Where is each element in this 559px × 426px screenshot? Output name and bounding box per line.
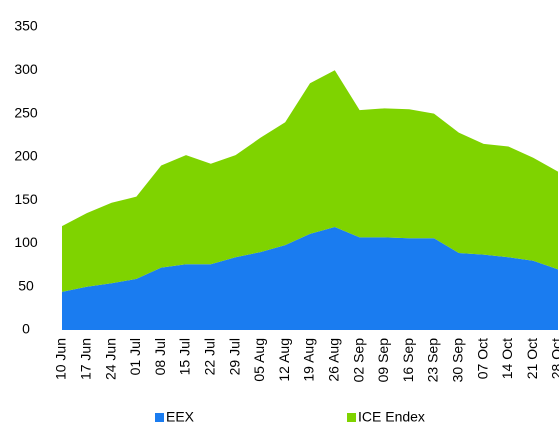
- x-tick-label: 02 Sep: [350, 338, 366, 383]
- x-tick-label: 15 Jul: [177, 338, 193, 375]
- x-tick-label: 21 Oct: [524, 338, 540, 379]
- legend-swatch: [155, 413, 164, 422]
- legend-label: EEX: [166, 409, 195, 425]
- x-tick-label: 09 Sep: [375, 338, 391, 383]
- y-tick-label: 0: [22, 321, 30, 337]
- x-tick-label: 08 Jul: [152, 338, 168, 375]
- x-tick-label: 07 Oct: [474, 338, 490, 379]
- y-tick-label: 50: [18, 277, 34, 293]
- y-tick-label: 300: [14, 61, 38, 77]
- x-tick-label: 26 Aug: [326, 338, 342, 382]
- x-tick-label: 17 Jun: [78, 338, 94, 380]
- x-tick-label: 05 Aug: [251, 338, 267, 382]
- y-tick-label: 150: [14, 191, 38, 207]
- x-tick-label: 14 Oct: [499, 338, 515, 379]
- area: [62, 226, 558, 330]
- x-tick-label: 12 Aug: [276, 338, 292, 382]
- x-tick-label: 24 Jun: [102, 338, 118, 380]
- y-tick-label: 350: [14, 18, 38, 34]
- y-tick-label: 100: [14, 234, 38, 250]
- x-tick-label: 30 Sep: [450, 338, 466, 383]
- x-tick-label: 16 Sep: [400, 338, 416, 383]
- legend-label: ICE Endex: [358, 409, 425, 425]
- x-tick-label: 19 Aug: [301, 338, 317, 382]
- x-tick-label: 01 Jul: [127, 338, 143, 375]
- x-tick-label: 10 Jun: [53, 338, 69, 380]
- x-tick-label: 22 Jul: [202, 338, 218, 375]
- area: [62, 70, 558, 292]
- y-tick-label: 250: [14, 104, 38, 120]
- x-tick-label: 29 Jul: [226, 338, 242, 375]
- legend-swatch: [347, 413, 356, 422]
- x-tick-label: 23 Sep: [425, 338, 441, 383]
- y-tick-label: 200: [14, 148, 38, 164]
- x-tick-label: 28 Oct: [549, 338, 559, 379]
